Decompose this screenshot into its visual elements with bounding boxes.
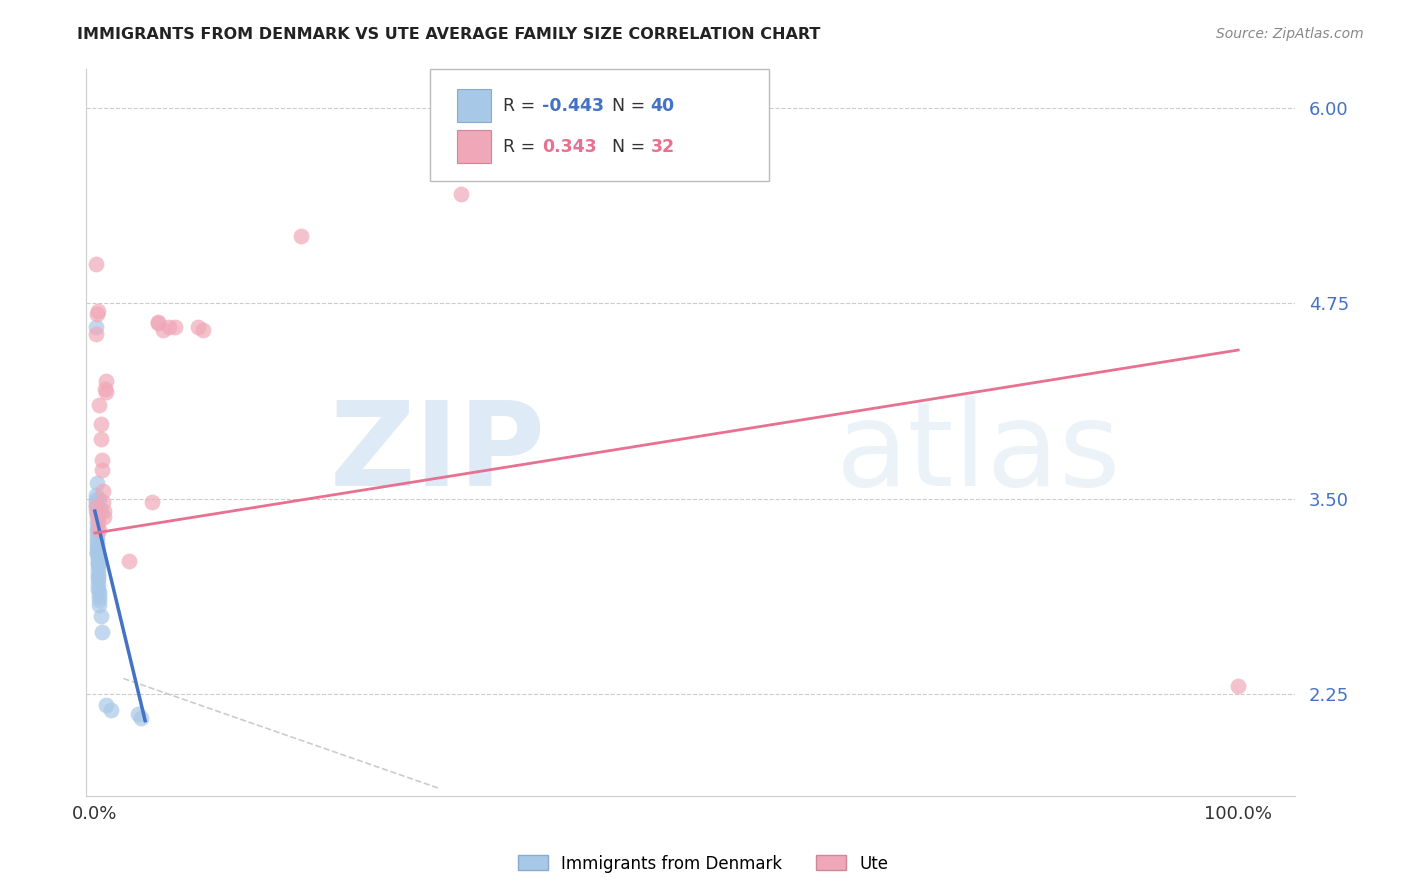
Point xyxy=(87,515,110,529)
Point xyxy=(86,504,108,518)
Point xyxy=(163,319,186,334)
Point xyxy=(87,566,110,581)
Point xyxy=(86,546,108,560)
Point xyxy=(1227,679,1250,693)
Point xyxy=(96,374,118,388)
Point xyxy=(90,417,112,431)
Point xyxy=(187,319,209,334)
Point xyxy=(90,463,112,477)
Point xyxy=(86,531,108,545)
Point xyxy=(87,589,110,603)
Point xyxy=(90,432,112,446)
Point xyxy=(100,703,122,717)
Point xyxy=(90,624,112,639)
Text: R =: R = xyxy=(503,96,541,114)
Point xyxy=(94,382,117,396)
Point xyxy=(90,452,112,467)
Point xyxy=(129,710,152,724)
Text: Source: ZipAtlas.com: Source: ZipAtlas.com xyxy=(1216,27,1364,41)
Point xyxy=(89,398,111,412)
Point xyxy=(290,228,312,243)
Point xyxy=(86,535,108,549)
Point xyxy=(87,577,110,591)
Point xyxy=(118,554,141,568)
Text: N =: N = xyxy=(612,138,651,156)
Point xyxy=(86,475,108,490)
Point xyxy=(84,500,107,514)
Point xyxy=(84,500,107,514)
Point xyxy=(84,319,107,334)
Point xyxy=(146,317,169,331)
Point xyxy=(87,558,110,572)
Point xyxy=(90,608,112,623)
Point xyxy=(87,573,110,587)
Point xyxy=(146,315,169,329)
Point xyxy=(89,523,111,537)
Point xyxy=(84,494,107,508)
Point xyxy=(87,562,110,576)
Text: 0.343: 0.343 xyxy=(541,138,596,156)
Point xyxy=(93,510,115,524)
Point xyxy=(87,558,110,572)
Point xyxy=(193,323,215,337)
Text: 32: 32 xyxy=(651,138,675,156)
Point xyxy=(152,323,174,337)
Point xyxy=(86,539,108,553)
Point xyxy=(450,186,472,201)
Point xyxy=(86,526,108,541)
Text: IMMIGRANTS FROM DENMARK VS UTE AVERAGE FAMILY SIZE CORRELATION CHART: IMMIGRANTS FROM DENMARK VS UTE AVERAGE F… xyxy=(77,27,821,42)
Point xyxy=(84,327,107,342)
Point xyxy=(157,319,180,334)
Point xyxy=(86,523,108,537)
Point xyxy=(93,504,115,518)
FancyBboxPatch shape xyxy=(430,69,769,181)
Point xyxy=(89,598,111,612)
Legend: Immigrants from Denmark, Ute: Immigrants from Denmark, Ute xyxy=(512,848,894,880)
Text: atlas: atlas xyxy=(835,396,1121,511)
Point xyxy=(87,570,110,584)
Point xyxy=(86,307,108,321)
Point xyxy=(91,494,114,508)
Point xyxy=(87,304,110,318)
Text: R =: R = xyxy=(503,138,547,156)
Point xyxy=(86,510,108,524)
Point xyxy=(86,546,108,560)
Point xyxy=(141,494,163,508)
Point xyxy=(84,257,107,271)
Bar xyxy=(457,130,491,163)
Bar xyxy=(457,89,491,121)
Text: -0.443: -0.443 xyxy=(541,96,603,114)
Point xyxy=(96,698,118,712)
Point xyxy=(87,582,110,597)
Text: N =: N = xyxy=(612,96,651,114)
Point xyxy=(96,385,118,400)
Text: 40: 40 xyxy=(651,96,675,114)
Point xyxy=(84,488,107,502)
Point xyxy=(86,515,108,529)
Point xyxy=(91,483,114,498)
Point xyxy=(86,520,108,534)
Point xyxy=(89,491,111,506)
Point xyxy=(86,508,108,522)
Point xyxy=(127,707,149,722)
Point xyxy=(87,585,110,599)
Point xyxy=(86,554,108,568)
Point xyxy=(84,491,107,506)
Point xyxy=(89,593,111,607)
Point xyxy=(86,541,108,556)
Point xyxy=(86,551,108,566)
Text: ZIP: ZIP xyxy=(329,396,546,511)
Point xyxy=(90,504,112,518)
